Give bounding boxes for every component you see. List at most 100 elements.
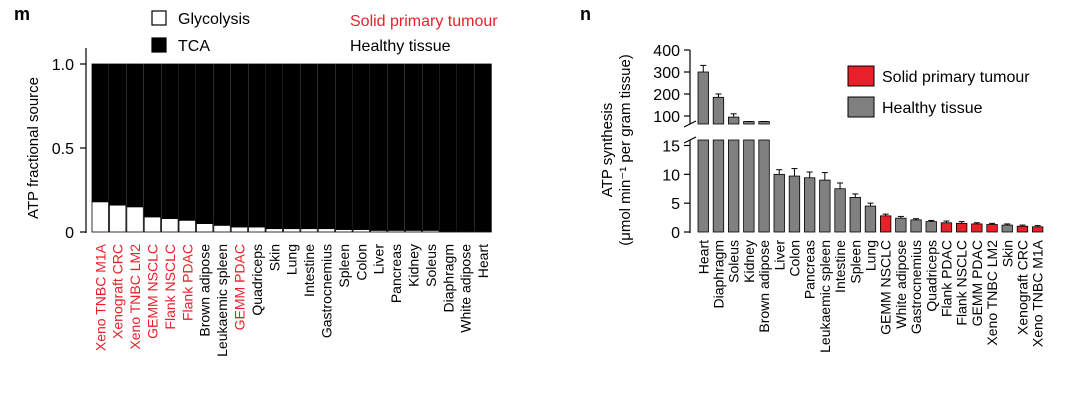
x-tick-label-n-gastrocnemius: Gastrocnemius bbox=[908, 240, 924, 334]
bar-white-adipose bbox=[895, 217, 907, 233]
y-tick-label-n-5: 5 bbox=[671, 196, 680, 213]
x-tick-label-m-soleus: Soleus bbox=[423, 244, 439, 287]
legend-swatch-solid-primary-tumour bbox=[847, 65, 875, 87]
x-tick-label-n-xeno-tnbc-lm2: Xeno TNBC LM2 bbox=[984, 240, 1000, 346]
bar-glycolysis-leukaemic-spleen bbox=[213, 224, 231, 233]
bar-colon bbox=[788, 175, 801, 233]
bar-tca-liver bbox=[369, 63, 388, 231]
x-tick-label-m-diaphragm: Diaphragm bbox=[440, 244, 456, 312]
bar-tca-quadriceps bbox=[248, 63, 266, 228]
y-tick-label-m-0: 0 bbox=[65, 225, 74, 242]
bar-xeno-tnbc-m1a bbox=[1032, 226, 1044, 233]
x-tick-label-n-flank-nsclc: Flank NSCLC bbox=[954, 240, 970, 326]
bar-tca-pancreas bbox=[387, 63, 405, 231]
x-tick-label-m-flank-nsclc: Flank NSCLC bbox=[162, 244, 178, 330]
x-tick-label-n-xeno-tnbc-m1a: Xeno TNBC M1A bbox=[1030, 239, 1046, 347]
bar-quadriceps bbox=[925, 221, 937, 233]
bar-leukaemic-spleen bbox=[819, 179, 831, 233]
bar-glycolysis-gastrocnemius bbox=[317, 228, 336, 233]
legend-label-n-healthy-tissue: Healthy tissue bbox=[882, 100, 983, 117]
x-tick-label-n-flank-pdac: Flank PDAC bbox=[938, 240, 954, 317]
bar-tca-intestine bbox=[300, 63, 318, 230]
x-tick-label-n-brown-adipose: Brown adipose bbox=[756, 240, 772, 333]
chart-n: ATP synthesis (μmol min⁻¹ per gram tissu… bbox=[599, 43, 1046, 353]
bar-xenograft-crc bbox=[1016, 225, 1029, 233]
bar-glycolysis-xeno-tnbc-m1a bbox=[91, 201, 109, 233]
y-tick-label-n-15: 15 bbox=[662, 139, 680, 156]
bar-glycolysis-intestine bbox=[300, 228, 318, 233]
y-tick-label-n-300: 300 bbox=[653, 65, 680, 82]
bar-heart bbox=[697, 71, 709, 125]
bar-pancreas bbox=[804, 177, 816, 233]
x-tick-label-n-leukaemic-spleen: Leukaemic spleen bbox=[817, 240, 833, 353]
x-tick-label-m-leukaemic-spleen: Leukaemic spleen bbox=[214, 244, 230, 357]
x-tick-label-n-white-adipose: White adipose bbox=[893, 240, 909, 329]
x-tick-label-n-kidney: Kidney bbox=[741, 240, 757, 283]
bar-glycolysis-lung bbox=[282, 228, 301, 233]
bar-tca-heart bbox=[474, 63, 492, 232]
bar-glycolysis-flank-nsclc bbox=[161, 218, 179, 233]
bar-glycolysis-brown-adipose bbox=[195, 223, 214, 233]
bar-gastrocnemius bbox=[910, 219, 922, 233]
x-tick-label-n-gemm-pdac: GEMM PDAC bbox=[969, 240, 985, 326]
bar-tca-soleus bbox=[422, 63, 440, 231]
legend-label-n-solid-primary-tumour: Solid primary tumour bbox=[882, 69, 1030, 86]
x-tick-label-m-white-adipose: White adipose bbox=[458, 244, 474, 333]
x-tick-label-n-quadriceps: Quadriceps bbox=[923, 240, 939, 312]
x-tick-label-m-xenograft-crc: Xenograft CRC bbox=[110, 244, 126, 339]
bar-tca-xeno-tnbc-lm2 bbox=[126, 63, 144, 208]
x-tick-label-n-intestine: Intestine bbox=[832, 240, 848, 293]
legend-label-tca: TCA bbox=[178, 38, 210, 55]
x-tick-label-m-gemm-pdac: GEMM PDAC bbox=[231, 244, 247, 330]
legend-swatch-glycolysis bbox=[151, 10, 167, 26]
bar-liver bbox=[773, 173, 785, 233]
bar-tca-xenograft-crc bbox=[109, 63, 127, 206]
bar-tca-gastrocnemius bbox=[317, 63, 336, 230]
x-tick-label-m-colon: Colon bbox=[353, 244, 369, 281]
x-tick-label-m-spleen: Spleen bbox=[336, 244, 352, 288]
y-tick-label-m-1: 1.0 bbox=[52, 57, 74, 74]
bar-gemm-pdac bbox=[971, 223, 983, 233]
x-tick-label-m-gastrocnemius: Gastrocnemius bbox=[318, 244, 334, 338]
x-tick-label-m-heart: Heart bbox=[475, 244, 491, 278]
x-tick-label-n-diaphragm: Diaphragm bbox=[710, 240, 726, 308]
x-tick-label-m-gemm-nsclc: GEMM NSCLC bbox=[144, 244, 160, 339]
y-axis-label-n-line2: (μmol min⁻¹ per gram tissue) bbox=[617, 54, 634, 246]
axis-break-mark-top bbox=[683, 120, 697, 128]
y-axis-label-m: ATP fractional source bbox=[25, 77, 42, 219]
bar-tca-leukaemic-spleen bbox=[213, 63, 231, 226]
x-tick-label-n-xenograft-crc: Xenograft CRC bbox=[1014, 240, 1030, 335]
bar-spleen bbox=[849, 196, 861, 233]
legend-swatch-tca bbox=[151, 37, 167, 53]
bar-flank-pdac bbox=[940, 222, 953, 233]
x-tick-label-n-skin: Skin bbox=[999, 240, 1015, 267]
panel-letter-m: m bbox=[14, 4, 30, 24]
x-tick-label-m-xeno-tnbc-m1a: Xeno TNBC M1A bbox=[92, 243, 108, 351]
bar-diaphragm-lower bbox=[712, 139, 725, 233]
x-tick-label-m-pancreas: Pancreas bbox=[388, 244, 404, 303]
x-tick-label-n-colon: Colon bbox=[786, 240, 802, 277]
x-tick-label-n-liver: Liver bbox=[771, 240, 787, 271]
bar-xeno-tnbc-lm2 bbox=[986, 224, 998, 233]
bar-tca-colon bbox=[352, 63, 370, 230]
x-tick-label-m-brown-adipose: Brown adipose bbox=[197, 244, 213, 337]
bar-tca-brown-adipose bbox=[195, 63, 214, 225]
legend-swatch-healthy-tissue bbox=[847, 96, 875, 118]
y-tick-label-n-0: 0 bbox=[671, 225, 680, 242]
bar-tca-skin bbox=[265, 63, 283, 230]
bar-tca-spleen bbox=[335, 63, 353, 230]
bar-lung bbox=[864, 205, 877, 233]
bar-brown-adipose-lower bbox=[758, 139, 770, 233]
bar-tca-xeno-tnbc-m1a bbox=[91, 63, 109, 203]
x-tick-label-n-spleen: Spleen bbox=[847, 240, 863, 284]
bar-intestine bbox=[834, 188, 846, 233]
x-tick-label-m-liver: Liver bbox=[371, 244, 387, 275]
y-tick-label-m-05: 0.5 bbox=[52, 141, 74, 158]
bar-gemm-nsclc bbox=[880, 215, 892, 233]
x-tick-label-m-intestine: Intestine bbox=[301, 244, 317, 297]
bar-glycolysis-gemm-pdac bbox=[230, 226, 249, 233]
bar-tca-gemm-nsclc bbox=[143, 63, 162, 218]
x-tick-label-n-heart: Heart bbox=[695, 240, 711, 274]
x-tick-label-n-soleus: Soleus bbox=[726, 240, 742, 283]
legend-label-solid-primary-tumour: Solid primary tumour bbox=[350, 13, 498, 30]
